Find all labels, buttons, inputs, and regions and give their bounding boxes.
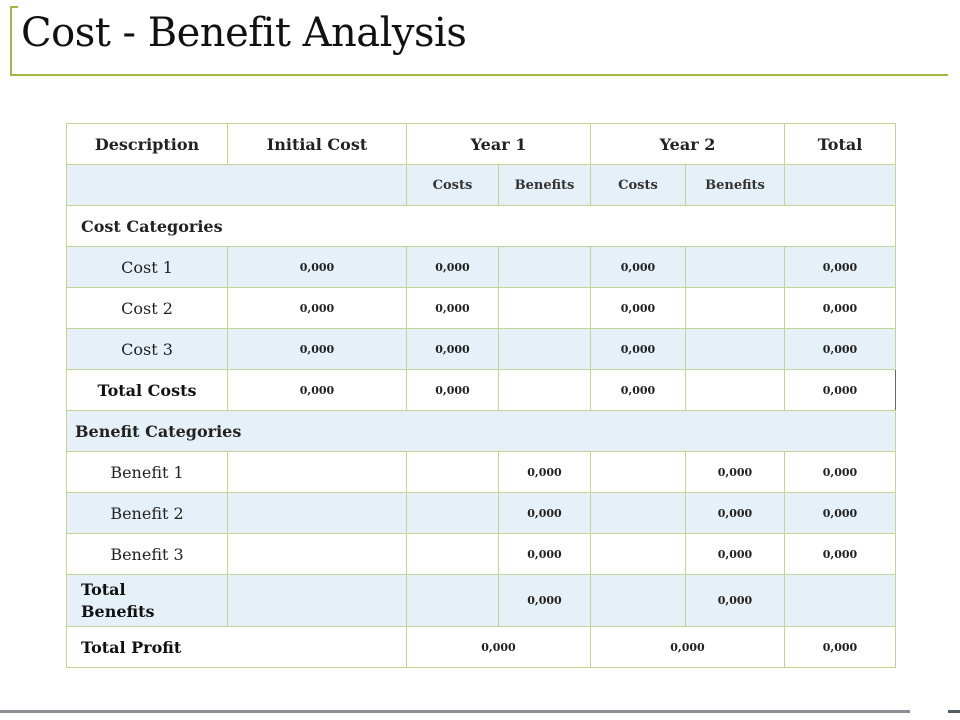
cell-initial — [227, 451, 407, 493]
total-benefits-label: Total Benefits — [66, 574, 228, 627]
section-benefit-categories: Benefit Categories — [66, 410, 896, 452]
cell-y2-costs — [590, 451, 686, 493]
table-row: Cost 1 0,000 0,000 0,000 0,000 — [66, 246, 896, 288]
cell-y1-benefits: 0,000 — [498, 574, 591, 627]
cell-y1-benefits — [498, 369, 591, 411]
header-initial-cost: Initial Cost — [227, 123, 407, 165]
cell-y1-benefits — [498, 246, 591, 288]
cell-total: 0,000 — [784, 369, 896, 411]
subheader-y1-benefits: Benefits — [498, 164, 591, 206]
cost-benefit-table: Description Initial Cost Year 1 Year 2 T… — [66, 123, 896, 668]
cell-y1-benefits — [498, 287, 591, 329]
row-label: Cost 3 — [66, 328, 228, 370]
subheader-y2-benefits: Benefits — [685, 164, 785, 206]
header-row: Description Initial Cost Year 1 Year 2 T… — [66, 123, 896, 165]
cell-total — [784, 574, 896, 627]
cell-y1-costs — [406, 451, 499, 493]
total-profit-row: Total Profit 0,000 0,000 0,000 — [66, 626, 896, 668]
cell-y1-costs: 0,000 — [406, 287, 499, 329]
row-label: Benefit 3 — [66, 533, 228, 575]
cell-y2-benefits — [685, 246, 785, 288]
subheader-y2-costs: Costs — [590, 164, 686, 206]
total-costs-label: Total Costs — [66, 369, 228, 411]
cell-y1-costs — [406, 492, 499, 534]
cell-initial: 0,000 — [227, 369, 407, 411]
footer-dash — [948, 710, 960, 713]
title-accent-left — [10, 6, 12, 76]
cell-y1-costs: 0,000 — [406, 328, 499, 370]
cell-initial: 0,000 — [227, 246, 407, 288]
subheader-y1-costs: Costs — [406, 164, 499, 206]
cell-y1-benefits: 0,000 — [498, 533, 591, 575]
total-profit-label: Total Profit — [66, 626, 407, 668]
table-row: Benefit 2 0,000 0,000 0,000 — [66, 492, 896, 534]
title-underline — [10, 74, 948, 76]
section-row-benefits: Benefit Categories — [66, 410, 896, 452]
total-profit-year1: 0,000 — [406, 626, 591, 668]
section-cost-categories: Cost Categories — [66, 205, 896, 247]
cell-y2-costs: 0,000 — [590, 287, 686, 329]
cell-y2-benefits — [685, 287, 785, 329]
cell-total: 0,000 — [784, 287, 896, 329]
row-label: Benefit 1 — [66, 451, 228, 493]
total-profit-year2: 0,000 — [590, 626, 785, 668]
cell-y2-costs: 0,000 — [590, 328, 686, 370]
cell-y2-costs — [590, 492, 686, 534]
cell-y2-benefits: 0,000 — [685, 492, 785, 534]
total-costs-row: Total Costs 0,000 0,000 0,000 0,000 — [66, 369, 896, 411]
cell-total: 0,000 — [784, 451, 896, 493]
cell-total: 0,000 — [784, 328, 896, 370]
cell-initial — [227, 492, 407, 534]
subheader-row: Costs Benefits Costs Benefits — [66, 164, 896, 206]
cell-initial — [227, 533, 407, 575]
cell-initial: 0,000 — [227, 287, 407, 329]
row-label: Cost 2 — [66, 287, 228, 329]
cell-y1-costs: 0,000 — [406, 246, 499, 288]
total-benefits-label-line2: Benefits — [81, 601, 155, 621]
total-benefits-label-line1: Total — [81, 579, 126, 599]
cell-initial — [227, 574, 407, 627]
cell-y2-costs — [590, 574, 686, 627]
cell-initial: 0,000 — [227, 328, 407, 370]
footer-divider — [0, 710, 910, 713]
header-description: Description — [66, 123, 228, 165]
subheader-total-blank — [784, 164, 896, 206]
cell-y2-benefits: 0,000 — [685, 574, 785, 627]
cell-y2-benefits: 0,000 — [685, 533, 785, 575]
cell-y1-benefits: 0,000 — [498, 492, 591, 534]
cell-y1-benefits — [498, 328, 591, 370]
table-row: Cost 2 0,000 0,000 0,000 0,000 — [66, 287, 896, 329]
cell-y1-costs — [406, 533, 499, 575]
title-frame: Cost - Benefit Analysis — [10, 6, 948, 76]
page-title: Cost - Benefit Analysis — [21, 10, 467, 56]
cell-y2-benefits: 0,000 — [685, 451, 785, 493]
table-row: Cost 3 0,000 0,000 0,000 0,000 — [66, 328, 896, 370]
total-benefits-row: Total Benefits 0,000 0,000 — [66, 574, 896, 627]
subheader-blank — [66, 164, 407, 206]
cell-y1-costs: 0,000 — [406, 369, 499, 411]
cell-y1-costs — [406, 574, 499, 627]
table-row: Benefit 3 0,000 0,000 0,000 — [66, 533, 896, 575]
cell-total: 0,000 — [784, 533, 896, 575]
header-year1: Year 1 — [406, 123, 591, 165]
cell-y2-costs: 0,000 — [590, 246, 686, 288]
table-row: Benefit 1 0,000 0,000 0,000 — [66, 451, 896, 493]
title-accent-top — [10, 6, 18, 8]
cell-y2-costs — [590, 533, 686, 575]
total-profit-total: 0,000 — [784, 626, 896, 668]
cell-y2-benefits — [685, 369, 785, 411]
header-total: Total — [784, 123, 896, 165]
section-row-costs: Cost Categories — [66, 205, 896, 247]
row-label: Cost 1 — [66, 246, 228, 288]
header-year2: Year 2 — [590, 123, 785, 165]
row-label: Benefit 2 — [66, 492, 228, 534]
cell-y1-benefits: 0,000 — [498, 451, 591, 493]
cell-total: 0,000 — [784, 246, 896, 288]
cell-y2-costs: 0,000 — [590, 369, 686, 411]
cell-y2-benefits — [685, 328, 785, 370]
cell-total: 0,000 — [784, 492, 896, 534]
